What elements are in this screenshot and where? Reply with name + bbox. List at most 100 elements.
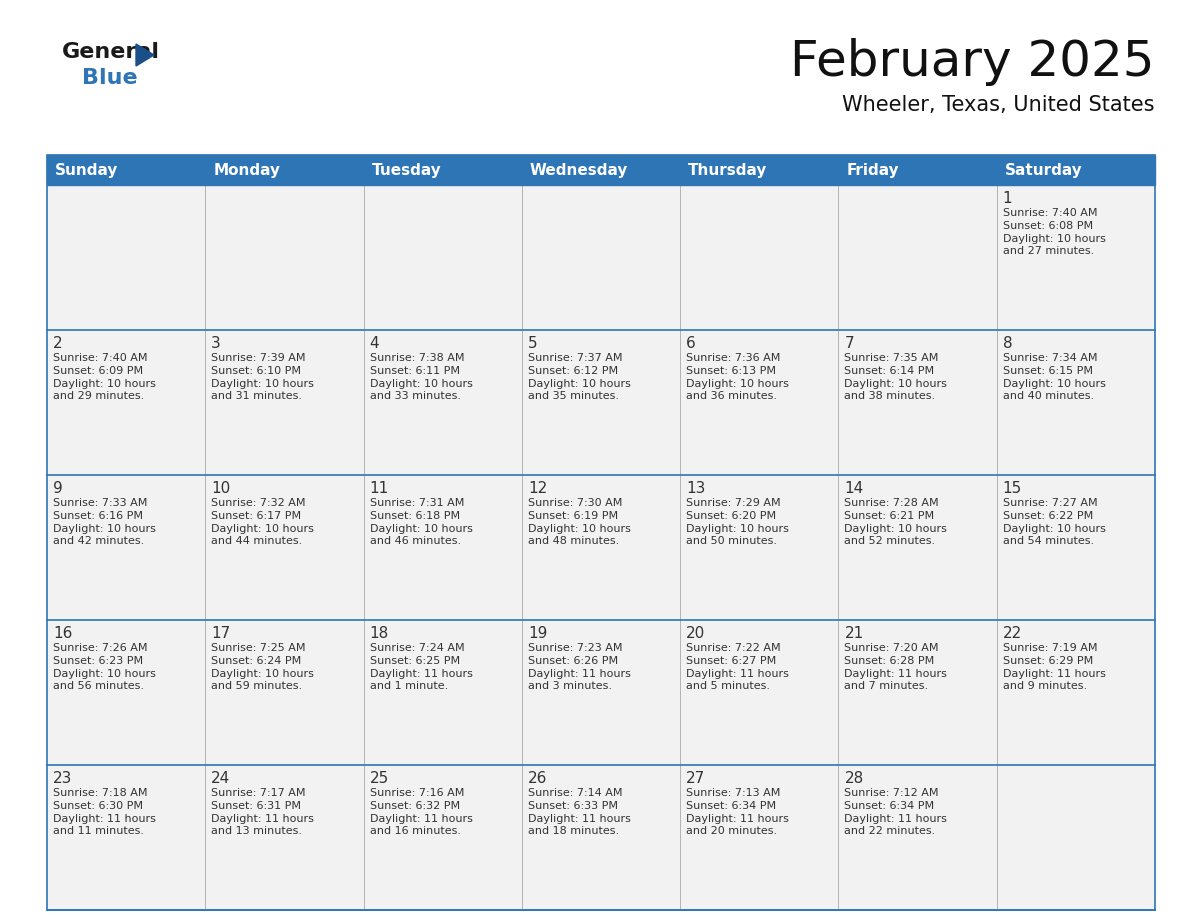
Text: Sunrise: 7:33 AM
Sunset: 6:16 PM
Daylight: 10 hours
and 42 minutes.: Sunrise: 7:33 AM Sunset: 6:16 PM Dayligh… (53, 498, 156, 546)
Text: Sunrise: 7:17 AM
Sunset: 6:31 PM
Daylight: 11 hours
and 13 minutes.: Sunrise: 7:17 AM Sunset: 6:31 PM Dayligh… (211, 788, 314, 836)
Bar (681, 185, 839, 330)
Text: 25: 25 (369, 771, 388, 786)
Text: 11: 11 (369, 481, 388, 496)
Text: 16: 16 (53, 626, 72, 641)
Bar (839, 185, 997, 330)
Text: 19: 19 (527, 626, 548, 641)
Text: Sunrise: 7:32 AM
Sunset: 6:17 PM
Daylight: 10 hours
and 44 minutes.: Sunrise: 7:32 AM Sunset: 6:17 PM Dayligh… (211, 498, 314, 546)
Text: Sunrise: 7:40 AM
Sunset: 6:08 PM
Daylight: 10 hours
and 27 minutes.: Sunrise: 7:40 AM Sunset: 6:08 PM Dayligh… (1003, 208, 1106, 256)
Bar (364, 620, 522, 765)
Bar (997, 155, 1155, 185)
Bar (364, 185, 522, 330)
Text: 10: 10 (211, 481, 230, 496)
Bar (522, 620, 681, 765)
Text: 8: 8 (1003, 336, 1012, 351)
Text: Sunrise: 7:19 AM
Sunset: 6:29 PM
Daylight: 11 hours
and 9 minutes.: Sunrise: 7:19 AM Sunset: 6:29 PM Dayligh… (1003, 643, 1106, 691)
Text: 9: 9 (53, 481, 63, 496)
Bar (839, 765, 997, 910)
Bar (206, 185, 364, 330)
Bar (681, 330, 839, 475)
Text: Sunrise: 7:14 AM
Sunset: 6:33 PM
Daylight: 11 hours
and 18 minutes.: Sunrise: 7:14 AM Sunset: 6:33 PM Dayligh… (527, 788, 631, 836)
Bar (364, 475, 522, 620)
Text: 14: 14 (845, 481, 864, 496)
Bar (839, 475, 997, 620)
Text: Sunrise: 7:37 AM
Sunset: 6:12 PM
Daylight: 10 hours
and 35 minutes.: Sunrise: 7:37 AM Sunset: 6:12 PM Dayligh… (527, 353, 631, 401)
Text: Blue: Blue (82, 68, 138, 88)
Text: 7: 7 (845, 336, 854, 351)
Text: 12: 12 (527, 481, 548, 496)
Text: Tuesday: Tuesday (372, 162, 441, 177)
Bar (206, 155, 364, 185)
Text: Sunrise: 7:38 AM
Sunset: 6:11 PM
Daylight: 10 hours
and 33 minutes.: Sunrise: 7:38 AM Sunset: 6:11 PM Dayligh… (369, 353, 473, 401)
Bar (48, 185, 206, 330)
Bar (839, 155, 997, 185)
Text: Wheeler, Texas, United States: Wheeler, Texas, United States (842, 95, 1155, 115)
Bar (364, 155, 522, 185)
Bar (839, 330, 997, 475)
Bar (206, 765, 364, 910)
Text: 6: 6 (687, 336, 696, 351)
Text: Sunrise: 7:22 AM
Sunset: 6:27 PM
Daylight: 11 hours
and 5 minutes.: Sunrise: 7:22 AM Sunset: 6:27 PM Dayligh… (687, 643, 789, 691)
Bar (522, 330, 681, 475)
Text: Sunrise: 7:20 AM
Sunset: 6:28 PM
Daylight: 11 hours
and 7 minutes.: Sunrise: 7:20 AM Sunset: 6:28 PM Dayligh… (845, 643, 947, 691)
Bar (681, 765, 839, 910)
Text: 20: 20 (687, 626, 706, 641)
Text: 2: 2 (53, 336, 63, 351)
Bar (681, 155, 839, 185)
Text: Saturday: Saturday (1005, 162, 1082, 177)
Bar (997, 765, 1155, 910)
Text: Sunrise: 7:34 AM
Sunset: 6:15 PM
Daylight: 10 hours
and 40 minutes.: Sunrise: 7:34 AM Sunset: 6:15 PM Dayligh… (1003, 353, 1106, 401)
Text: Sunrise: 7:35 AM
Sunset: 6:14 PM
Daylight: 10 hours
and 38 minutes.: Sunrise: 7:35 AM Sunset: 6:14 PM Dayligh… (845, 353, 947, 401)
Text: Sunrise: 7:39 AM
Sunset: 6:10 PM
Daylight: 10 hours
and 31 minutes.: Sunrise: 7:39 AM Sunset: 6:10 PM Dayligh… (211, 353, 314, 401)
Text: Sunrise: 7:28 AM
Sunset: 6:21 PM
Daylight: 10 hours
and 52 minutes.: Sunrise: 7:28 AM Sunset: 6:21 PM Dayligh… (845, 498, 947, 546)
Bar (48, 155, 1155, 185)
Bar (522, 475, 681, 620)
Bar (206, 330, 364, 475)
Text: Sunrise: 7:31 AM
Sunset: 6:18 PM
Daylight: 10 hours
and 46 minutes.: Sunrise: 7:31 AM Sunset: 6:18 PM Dayligh… (369, 498, 473, 546)
Text: 27: 27 (687, 771, 706, 786)
Text: 3: 3 (211, 336, 221, 351)
Text: Wednesday: Wednesday (530, 162, 628, 177)
Text: General: General (62, 42, 160, 62)
Text: 26: 26 (527, 771, 548, 786)
Text: Sunrise: 7:24 AM
Sunset: 6:25 PM
Daylight: 11 hours
and 1 minute.: Sunrise: 7:24 AM Sunset: 6:25 PM Dayligh… (369, 643, 473, 691)
Text: 5: 5 (527, 336, 537, 351)
Bar (48, 330, 206, 475)
Bar (48, 155, 1155, 910)
Text: Sunrise: 7:23 AM
Sunset: 6:26 PM
Daylight: 11 hours
and 3 minutes.: Sunrise: 7:23 AM Sunset: 6:26 PM Dayligh… (527, 643, 631, 691)
Bar (681, 620, 839, 765)
Text: Monday: Monday (214, 162, 280, 177)
Bar (48, 475, 206, 620)
Bar (48, 155, 206, 185)
Bar (997, 185, 1155, 330)
Bar (522, 155, 681, 185)
Text: Sunday: Sunday (55, 162, 119, 177)
Text: 15: 15 (1003, 481, 1022, 496)
Bar (206, 620, 364, 765)
Text: 21: 21 (845, 626, 864, 641)
Bar (997, 475, 1155, 620)
Text: February 2025: February 2025 (790, 38, 1155, 86)
Text: Sunrise: 7:13 AM
Sunset: 6:34 PM
Daylight: 11 hours
and 20 minutes.: Sunrise: 7:13 AM Sunset: 6:34 PM Dayligh… (687, 788, 789, 836)
Bar (997, 330, 1155, 475)
Bar (364, 765, 522, 910)
Bar (839, 620, 997, 765)
Polygon shape (135, 44, 154, 66)
Text: Sunrise: 7:25 AM
Sunset: 6:24 PM
Daylight: 10 hours
and 59 minutes.: Sunrise: 7:25 AM Sunset: 6:24 PM Dayligh… (211, 643, 314, 691)
Text: 22: 22 (1003, 626, 1022, 641)
Text: Sunrise: 7:18 AM
Sunset: 6:30 PM
Daylight: 11 hours
and 11 minutes.: Sunrise: 7:18 AM Sunset: 6:30 PM Dayligh… (53, 788, 156, 836)
Text: Sunrise: 7:36 AM
Sunset: 6:13 PM
Daylight: 10 hours
and 36 minutes.: Sunrise: 7:36 AM Sunset: 6:13 PM Dayligh… (687, 353, 789, 401)
Bar (364, 330, 522, 475)
Bar (997, 620, 1155, 765)
Text: Sunrise: 7:26 AM
Sunset: 6:23 PM
Daylight: 10 hours
and 56 minutes.: Sunrise: 7:26 AM Sunset: 6:23 PM Dayligh… (53, 643, 156, 691)
Text: Sunrise: 7:16 AM
Sunset: 6:32 PM
Daylight: 11 hours
and 16 minutes.: Sunrise: 7:16 AM Sunset: 6:32 PM Dayligh… (369, 788, 473, 836)
Text: Sunrise: 7:29 AM
Sunset: 6:20 PM
Daylight: 10 hours
and 50 minutes.: Sunrise: 7:29 AM Sunset: 6:20 PM Dayligh… (687, 498, 789, 546)
Text: 1: 1 (1003, 191, 1012, 206)
Text: 17: 17 (211, 626, 230, 641)
Text: 28: 28 (845, 771, 864, 786)
Bar (48, 620, 206, 765)
Text: 24: 24 (211, 771, 230, 786)
Text: Sunrise: 7:27 AM
Sunset: 6:22 PM
Daylight: 10 hours
and 54 minutes.: Sunrise: 7:27 AM Sunset: 6:22 PM Dayligh… (1003, 498, 1106, 546)
Text: Friday: Friday (846, 162, 899, 177)
Text: 18: 18 (369, 626, 388, 641)
